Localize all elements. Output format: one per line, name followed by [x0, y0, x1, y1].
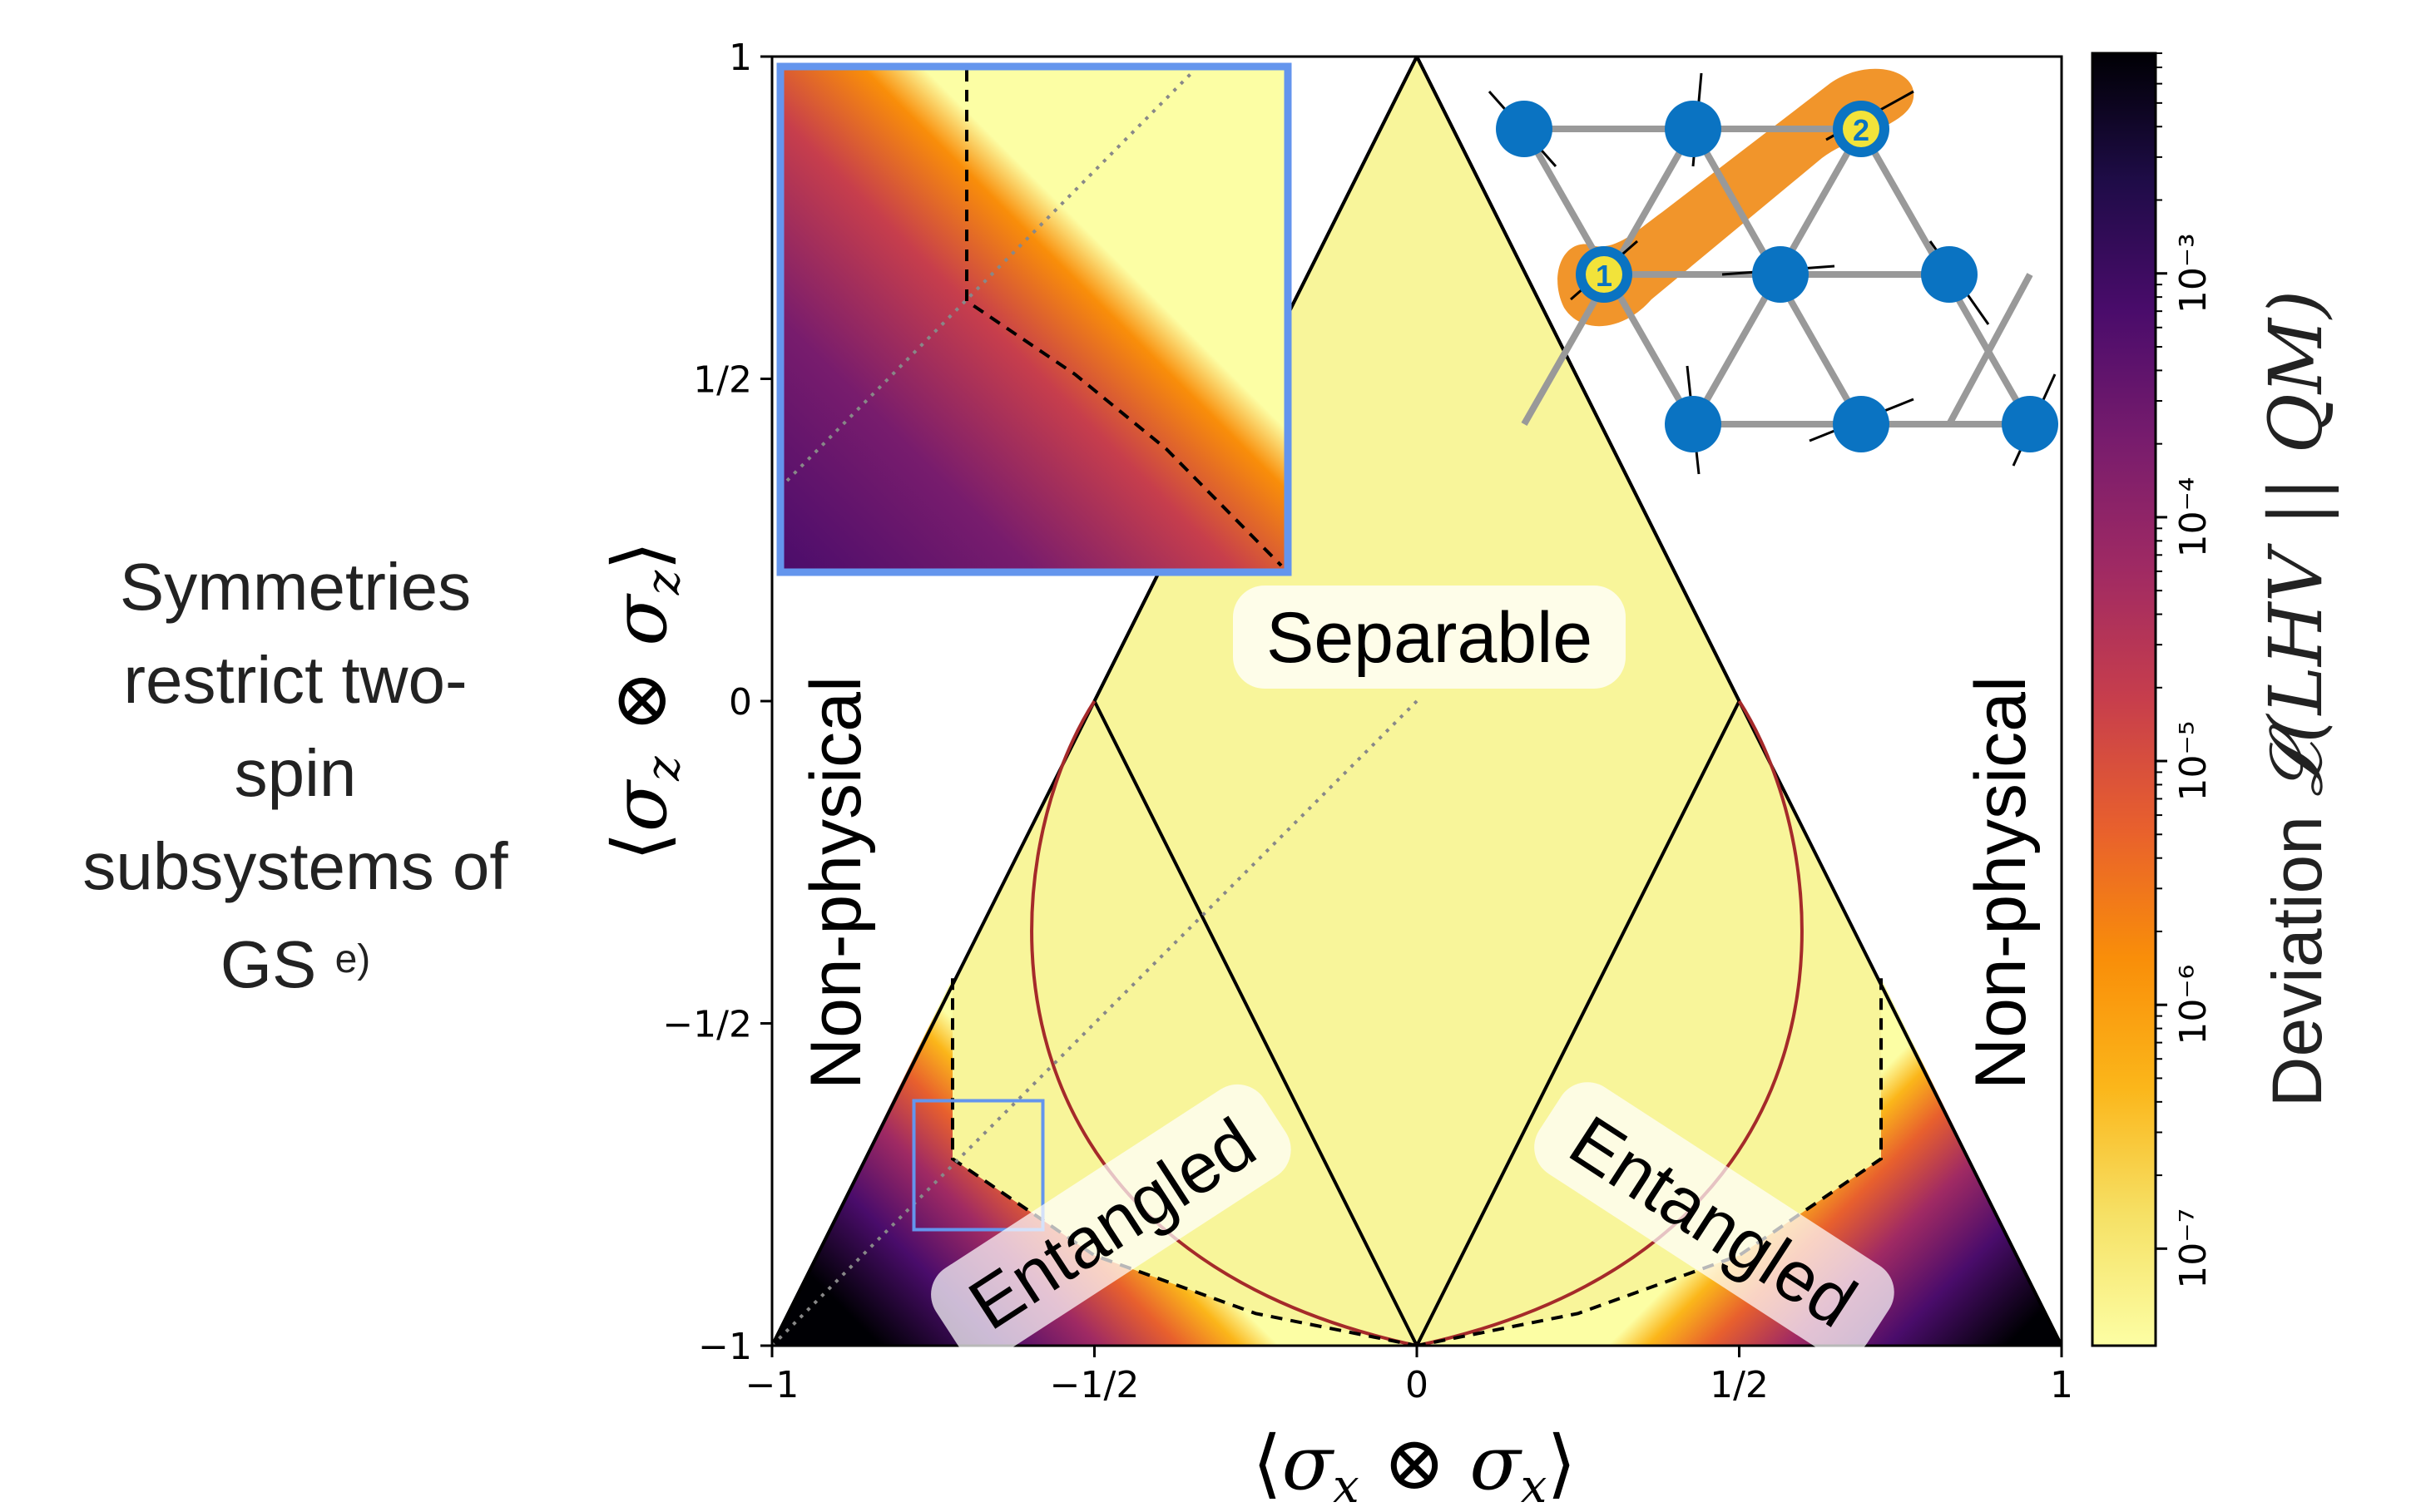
colorbar-ticks: 10⁻⁷ 10⁻⁶ 10⁻⁵ 10⁻⁴ 10⁻³	[2156, 52, 2215, 1289]
inset-heatmap	[780, 67, 1288, 572]
nonphysical-right-label: Non-physical	[1961, 676, 2041, 1090]
inset-border	[776, 62, 1292, 576]
nonphysical-left-label: Non-physical	[796, 676, 876, 1090]
x-tick-label: 0	[1405, 1364, 1428, 1406]
panel-tag: e)	[334, 937, 371, 981]
lhv-boundary-left	[951, 978, 1418, 1346]
colorbar-tick-label: 10⁻⁶	[2172, 965, 2215, 1045]
caption-line: restrict two-	[123, 643, 468, 717]
x-tick-label: −1	[745, 1364, 800, 1406]
x-axis-label-math: ⟨σx ⊗ σx⟩	[1253, 1420, 1577, 1512]
ground-state-curve	[1030, 699, 1804, 1346]
lattice-site	[1665, 396, 1721, 452]
lattice-site	[1833, 396, 1889, 452]
site-1-label: 1	[1596, 259, 1612, 293]
caption-line: spin	[234, 736, 357, 810]
x-tick-label: 1	[2050, 1364, 2073, 1406]
entangled-right-label-bg	[1534, 1082, 1894, 1358]
y-tick-label: 0	[729, 681, 752, 724]
separable-label-group: Separable	[1233, 586, 1626, 689]
y-tick-label: −1	[698, 1326, 752, 1368]
colorbar-tick-label: 10⁻³	[2172, 233, 2215, 314]
inset-panel	[776, 62, 1292, 576]
inset-zoom-box	[912, 1099, 1045, 1232]
colorbar-title: Deviation 𝓛(LHV || QM)	[2253, 290, 2339, 1107]
inset-diagonal	[785, 68, 1196, 482]
site-2-badge	[1843, 111, 1879, 147]
side-caption: Symmetries restrict two- spin subsystems…	[17, 541, 574, 1011]
site-2-label: 2	[1853, 113, 1869, 147]
site-1-badge	[1586, 256, 1622, 293]
inset-lhv-boundary	[965, 70, 1283, 567]
caption-line: Symmetries	[119, 550, 472, 624]
caption-line: subsystems of	[82, 829, 508, 903]
lattice-site	[2002, 396, 2058, 452]
diagonal-guide	[772, 699, 1418, 1346]
lattice-site	[1496, 101, 1552, 157]
lhv-boundary-right	[1416, 978, 1883, 1346]
lattice-site	[1921, 246, 1978, 303]
x-axis-label: ⟨σx ⊗ σx⟩	[1253, 1420, 1577, 1512]
physical-region	[772, 57, 2062, 1346]
y-axis-label-math: ⟨σz ⊗ σz⟩	[597, 541, 691, 862]
colorbar-tick-label: 10⁻⁵	[2172, 721, 2215, 802]
caption-line-gs: GS	[220, 927, 317, 1001]
separable-label: Separable	[1266, 598, 1592, 678]
lattice-site	[1752, 246, 1809, 303]
entangled-high-deviation-right	[1417, 978, 2062, 1346]
y-axis-label: ⟨σz ⊗ σz⟩	[597, 541, 691, 862]
colorbar-tick-label: 10⁻⁷	[2172, 1208, 2215, 1289]
entangled-high-deviation-left	[772, 978, 1417, 1346]
lattice-site	[1665, 101, 1721, 157]
heatmap-area	[772, 57, 2062, 1346]
x-tick-label: 1/2	[1710, 1364, 1769, 1406]
x-axis-ticks: −1 −1/2 0 1/2 1	[745, 1346, 2073, 1406]
separable-label-bg	[1233, 586, 1626, 689]
entangled-left-label-bg	[931, 1084, 1291, 1360]
y-tick-label: 1/2	[693, 359, 752, 402]
y-tick-label: −1/2	[662, 1004, 752, 1046]
kagome-lattice-inset: 1 2	[1488, 68, 2058, 475]
colorbar-title-text: Deviation 𝓛(LHV || QM)	[2253, 290, 2339, 1107]
colorbar-tick-label: 10⁻⁴	[2172, 477, 2215, 557]
caption-line-last: GS e)	[17, 913, 574, 1011]
colorbar	[2091, 52, 2157, 1347]
y-axis-ticks: −1 −1/2 0 1/2 1	[662, 37, 772, 1368]
x-tick-label: −1/2	[1050, 1364, 1140, 1406]
y-tick-label: 1	[729, 37, 752, 79]
